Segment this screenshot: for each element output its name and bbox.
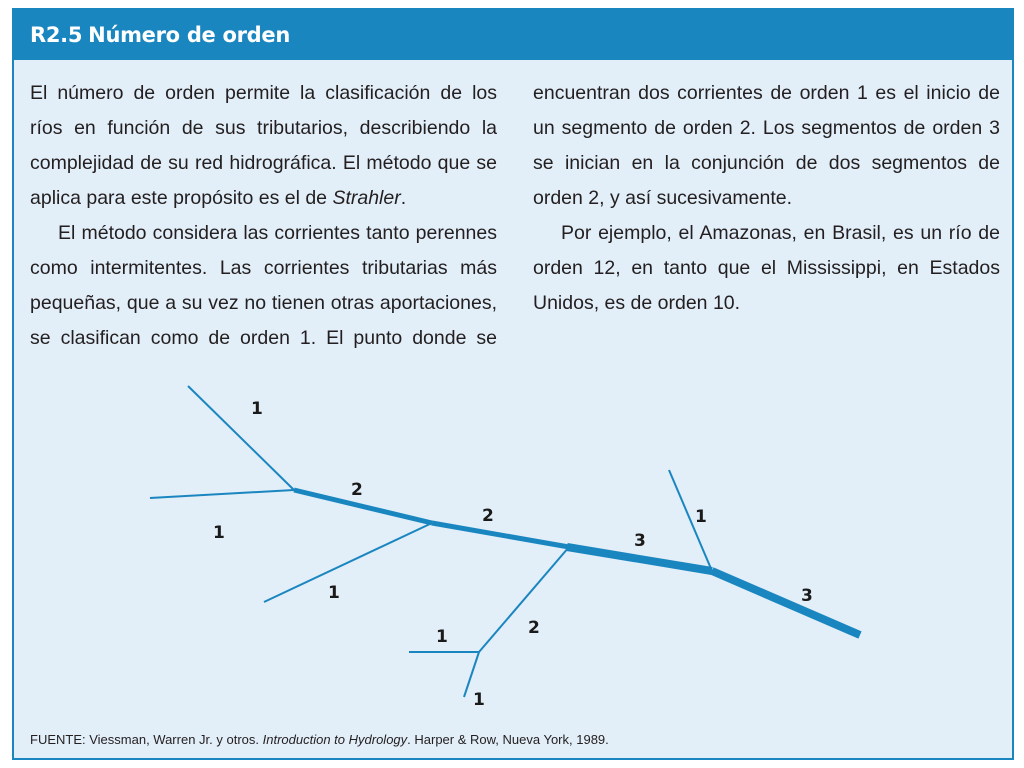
order-label: 1 [436,627,448,647]
stream-order-diagram: 1 1 1 2 2 3 1 3 1 2 1 [149,385,862,710]
stream-order-1 [668,469,713,572]
box-title: Número de orden [88,23,291,47]
stream-order-1 [263,522,433,603]
order-label: 1 [251,399,263,419]
stream-order-1 [149,489,295,499]
paragraph-3: Por ejemplo, el Amazonas, en Brasil, es … [533,222,1000,314]
paragraph-1: El número de orden permite la clasificac… [30,76,497,216]
strahler-term: Strahler [332,187,401,209]
order-label: 2 [528,618,540,638]
body-text: El número de orden permite la clasificac… [30,76,1000,356]
source-book-title: Introduction to Hydrology [262,732,408,747]
paragraph-1-end: . [400,187,407,209]
order-label: 1 [213,523,225,543]
source-citation: FUENTE: Viessman, Warren Jr. y otros. In… [30,732,609,747]
order-label: 3 [801,586,813,606]
stream-order-1 [463,651,480,698]
order-label: 1 [695,507,707,527]
box-number: R2.5 [30,23,83,47]
source-prefix: FUENTE: Viessman, Warren Jr. y otros. [30,732,263,747]
stream-order-1 [187,385,295,491]
paragraph-1-text: El número de orden permite la clasificac… [30,82,497,209]
box-header: R2.5 Número de orden [14,10,1012,60]
stream-order-2 [431,520,570,550]
info-box: R2.5 Número de orden El número de orden p… [12,8,1014,760]
order-label: 3 [634,531,646,551]
order-label: 1 [473,690,485,710]
stream-order-3 [710,567,862,639]
stream-order-2 [478,546,570,653]
stream-order-3 [566,543,713,575]
paragraph-2: El método considera las corrientes tanto… [30,82,1000,349]
order-label: 2 [351,480,363,500]
order-label: 1 [328,583,340,603]
stream-order-2 [293,487,433,526]
source-suffix: . Harper & Row, Nueva York, 1989. [407,732,609,747]
order-label: 2 [482,506,494,526]
